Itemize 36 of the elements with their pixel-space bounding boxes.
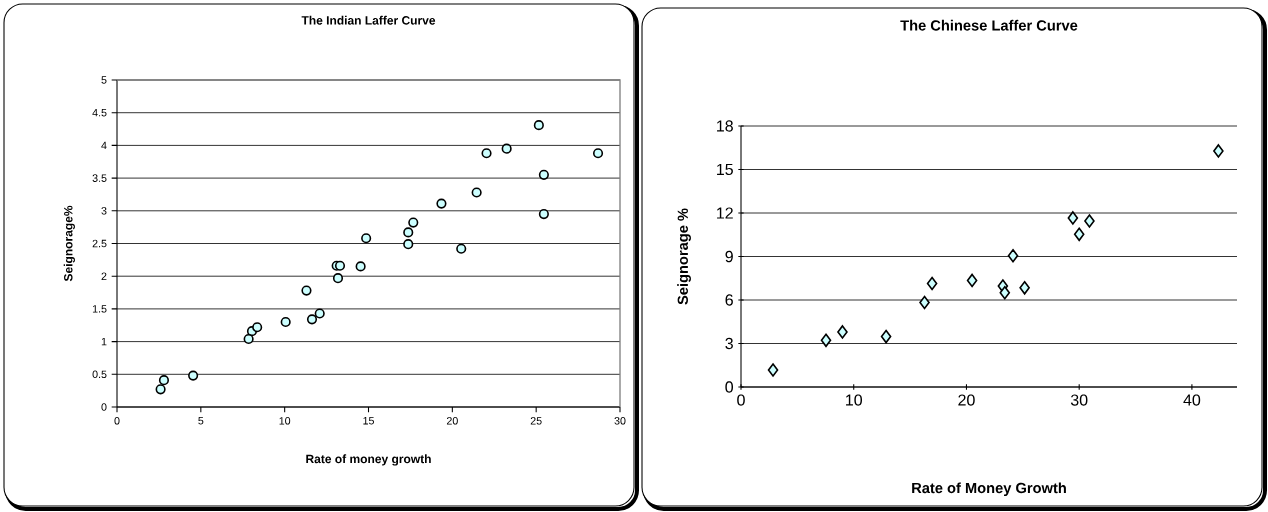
y-tick-label: 0 [725,381,734,393]
x-tick-label: 10 [846,394,863,406]
y-tick-label: 1.5 [92,305,107,313]
y-tick-label: 9 [725,250,733,263]
x-tick-label: 30 [1070,394,1088,406]
x-tick-label: 5 [198,417,204,425]
y-tick-label: 2.5 [92,239,107,248]
x-tick-label: 20 [446,417,458,425]
y-tick-label: 12 [717,207,733,219]
chart-title: The Chinese Laffer Curve [900,19,1078,31]
y-tick-label: 15 [717,163,733,176]
y-tick-label: 3 [101,207,107,215]
y-tick-label: 3 [725,337,733,350]
y-tick-label: 18 [717,120,733,132]
x-tick-label: 30 [614,417,626,425]
x-tick-label: 10 [279,417,291,425]
y-tick-label: 5 [101,76,107,84]
x-axis-title: Rate of Money Growth [912,482,1066,497]
chart-title: The Indian Laffer Curve [301,15,436,25]
x-tick-label: 20 [958,394,975,406]
x-axis-title: Rate of money growth [306,454,431,466]
y-tick-label: 4.5 [92,108,107,117]
y-tick-label: 6 [725,294,733,306]
y-tick-label: 2 [101,272,107,280]
y-tick-label: 0.5 [92,370,107,379]
y-tick-label: 3.5 [92,174,107,182]
y-tick-label: 4 [101,141,107,150]
x-tick-label: 0 [114,417,120,425]
y-axis-title: Seignorage % [677,208,691,305]
y-axis-title: Seignorage% [63,205,75,282]
x-tick-label: 25 [530,417,542,425]
y-tick-label: 1 [101,337,107,346]
x-tick-label: 15 [363,417,374,425]
x-tick-label: 0 [737,394,745,406]
y-tick-label: 0 [101,403,107,411]
x-tick-label: 40 [1183,394,1201,406]
